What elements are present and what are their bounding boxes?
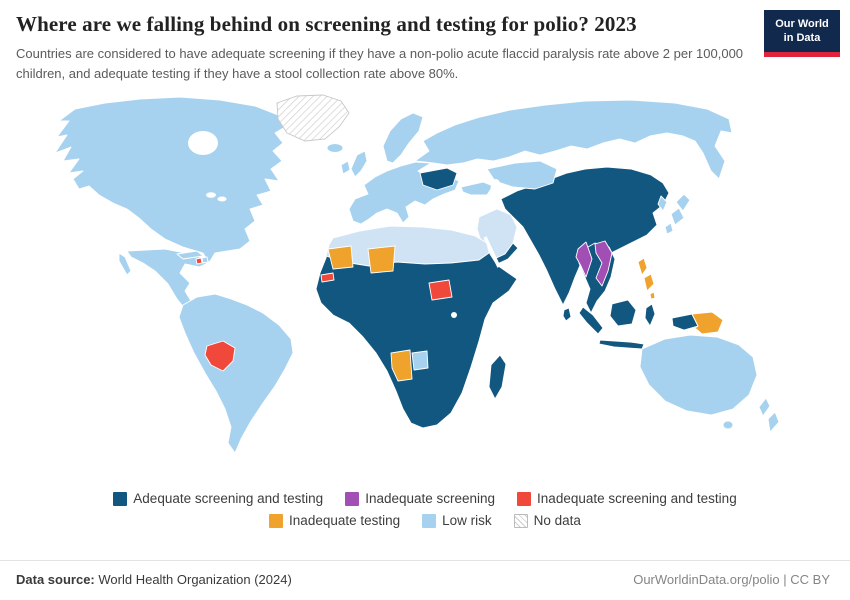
legend-label: No data (533, 513, 581, 528)
region-philippines[interactable] (643, 273, 655, 292)
great-lakes (217, 196, 227, 202)
legend-swatch-inadequate_screening (345, 491, 360, 506)
region-new-zealand[interactable] (758, 397, 771, 417)
legend-swatch-no_data (513, 513, 528, 528)
legend-swatch-low_risk (422, 513, 437, 528)
caspian-sea (490, 179, 502, 201)
world-map (54, 94, 780, 454)
legend-row: Adequate screening and testing Inadequate… (0, 491, 850, 506)
region-haiti[interactable] (195, 257, 203, 265)
region-bolivia[interactable] (204, 340, 236, 372)
owid-logo-line2: in Data (783, 32, 821, 45)
region-greenland[interactable] (276, 94, 350, 142)
region-korea[interactable] (657, 195, 668, 212)
black-sea (462, 175, 482, 183)
region-south-america[interactable] (178, 293, 294, 454)
legend-label: Inadequate screening and testing (537, 491, 737, 506)
legend-label: Adequate screening and testing (133, 491, 324, 506)
region-united-kingdom[interactable] (350, 150, 368, 178)
region-borneo[interactable] (609, 299, 637, 327)
region-ireland[interactable] (340, 160, 351, 175)
page-title: Where are we falling behind on screening… (16, 12, 637, 36)
region-sumatra[interactable] (578, 306, 604, 335)
chart-header: Where are we falling behind on screening… (0, 0, 850, 83)
great-lakes (206, 192, 216, 198)
chart-subtitle: Countries are considered to have adequat… (16, 46, 744, 81)
owid-logo-red-bar (764, 51, 840, 57)
region-asia-adequate[interactable] (500, 166, 670, 306)
region-north-america[interactable] (54, 96, 286, 264)
region-philippines[interactable] (637, 257, 648, 276)
region-namibia[interactable] (390, 349, 413, 382)
data-source: Data source: World Health Organization (… (16, 572, 292, 587)
region-japan[interactable] (664, 222, 674, 235)
region-cuba[interactable] (176, 250, 204, 260)
red-sea (483, 236, 501, 268)
region-madagascar[interactable] (488, 354, 507, 400)
region-japan[interactable] (675, 193, 691, 212)
legend-label: Inadequate testing (289, 513, 401, 528)
attribution-link[interactable]: OurWorldinData.org/polio | CC BY (633, 572, 830, 587)
legend-item-adequate[interactable]: Adequate screening and testing (113, 491, 323, 506)
owid-logo-line1: Our World (775, 18, 829, 30)
region-tasmania[interactable] (722, 420, 734, 430)
legend: Adequate screening and testing Inadequate… (0, 491, 850, 535)
lake-victoria (451, 312, 457, 318)
legend-swatch-adequate (113, 491, 128, 506)
region-turkey[interactable] (460, 181, 494, 196)
world-map-container (0, 87, 850, 485)
region-new-zealand[interactable] (767, 411, 780, 433)
region-baja-california[interactable] (118, 252, 132, 276)
legend-swatch-inadequate_screening_and_testing (517, 491, 532, 506)
legend-swatch-inadequate_testing (269, 513, 284, 528)
region-south-sudan[interactable] (428, 279, 453, 301)
region-sulawesi[interactable] (644, 303, 656, 327)
legend-item-inadequate_screening[interactable]: Inadequate screening (345, 491, 495, 506)
region-mauritania[interactable] (327, 245, 354, 270)
legend-row: Inadequate testing Low risk No data (0, 513, 850, 528)
region-papua-new-guinea[interactable] (691, 311, 724, 335)
region-senegal[interactable] (320, 272, 335, 283)
region-niger[interactable] (367, 245, 396, 274)
region-java[interactable] (598, 339, 645, 350)
region-dominican-republic[interactable] (201, 256, 209, 264)
data-source-value: World Health Organization (2024) (98, 572, 292, 587)
region-laos-vietnam[interactable] (594, 240, 613, 287)
legend-label: Inadequate screening (365, 491, 496, 506)
region-ukraine[interactable] (419, 167, 458, 191)
legend-item-low_risk[interactable]: Low risk (422, 513, 492, 528)
legend-item-no_data[interactable]: No data (513, 513, 581, 528)
owid-logo[interactable]: Our World in Data (764, 10, 840, 57)
region-japan[interactable] (670, 207, 685, 226)
region-myanmar[interactable] (575, 241, 593, 278)
region-west-papua[interactable] (671, 313, 699, 331)
region-iceland[interactable] (326, 143, 344, 153)
region-botswana[interactable] (411, 350, 429, 371)
hudson-bay (188, 131, 218, 155)
region-philippines[interactable] (649, 291, 656, 300)
legend-label: Low risk (442, 513, 492, 528)
region-kazakhstan[interactable] (486, 160, 558, 190)
legend-item-inadequate_testing[interactable]: Inadequate testing (269, 513, 400, 528)
legend-item-inadequate_screening_and_testing[interactable]: Inadequate screening and testing (517, 491, 737, 506)
region-sri-lanka[interactable] (562, 307, 572, 322)
region-australia[interactable] (639, 334, 758, 416)
data-source-label: Data source: (16, 572, 95, 587)
chart-footer: Data source: World Health Organization (… (0, 560, 850, 600)
region-scandinavia[interactable] (382, 112, 424, 164)
region-russia[interactable] (414, 99, 733, 180)
